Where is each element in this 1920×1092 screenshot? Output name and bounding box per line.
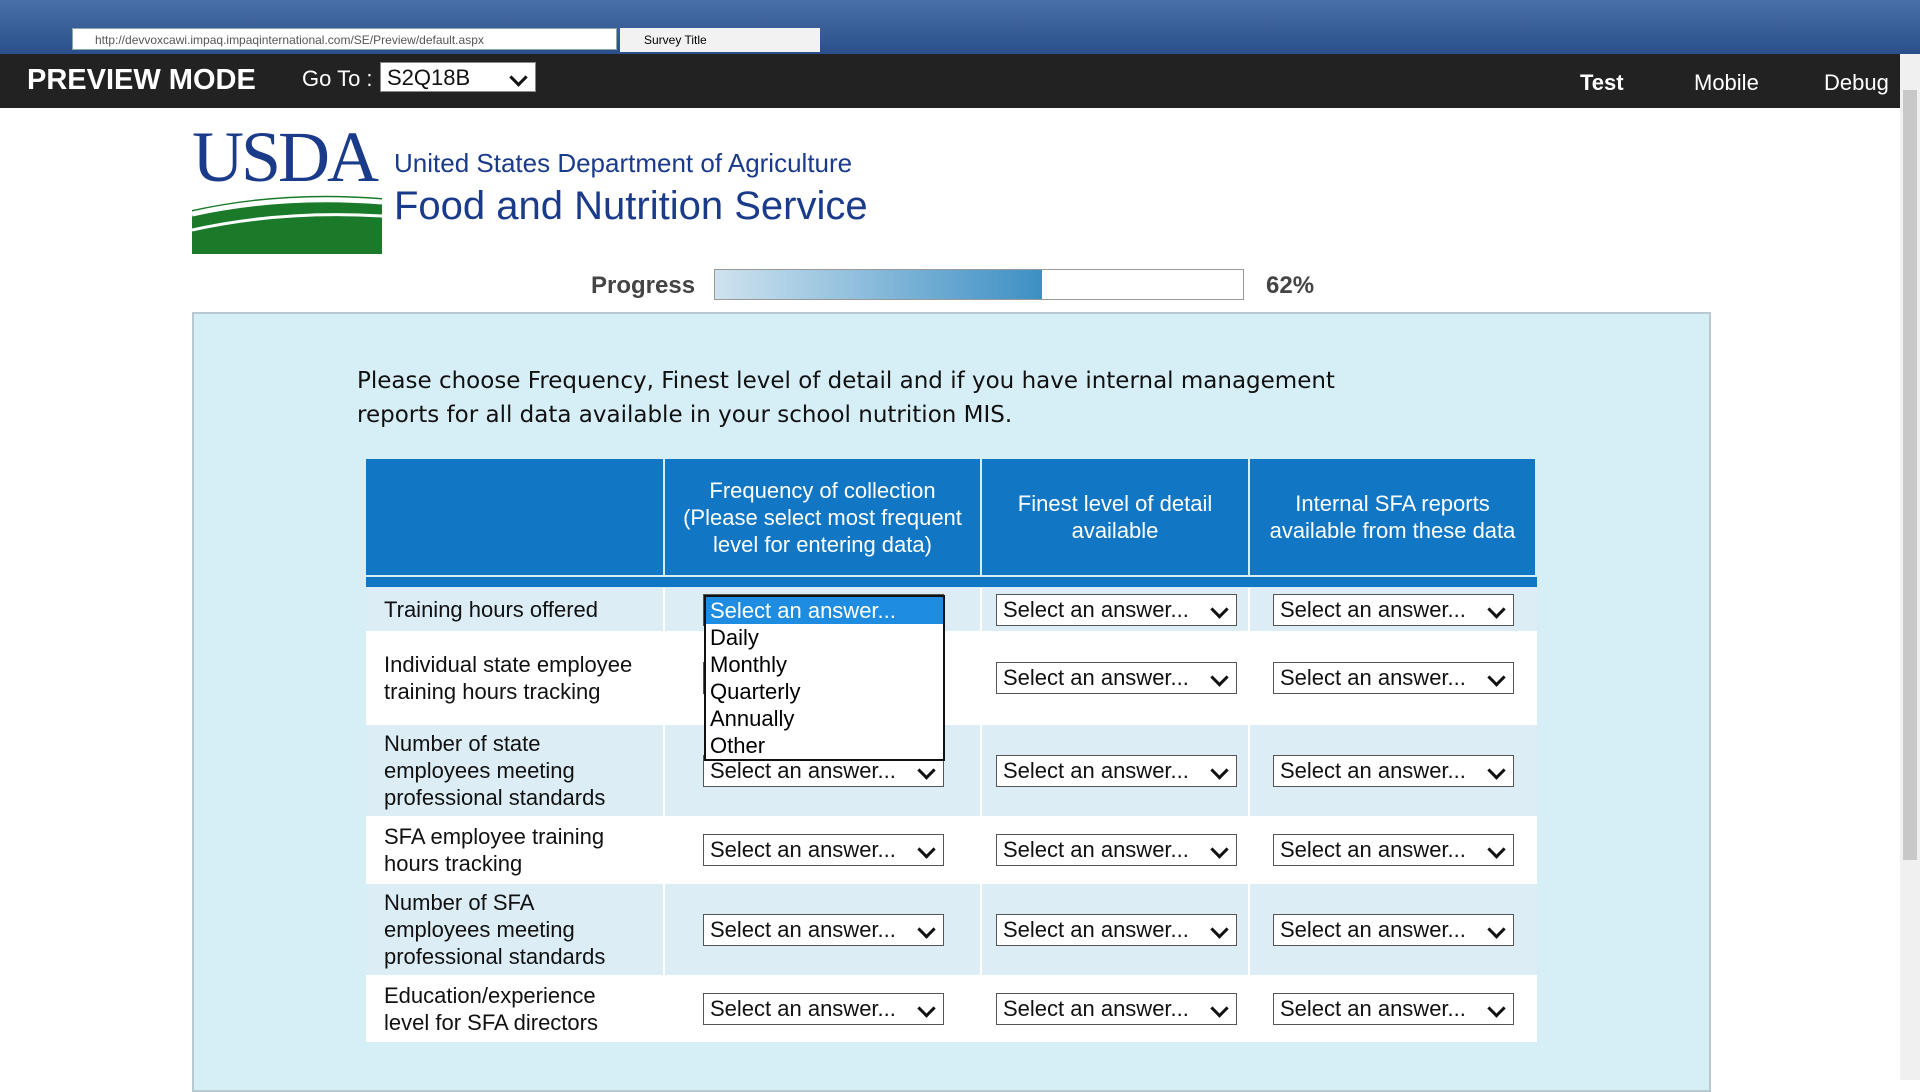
dropdown-option[interactable]: Daily	[710, 625, 759, 650]
address-bar[interactable]: http://devvoxcawi.impaq.impaqinternation…	[72, 28, 617, 50]
cell-divider	[980, 631, 982, 725]
cell-divider	[663, 816, 665, 884]
row-label: Individual state employee training hours…	[384, 652, 633, 704]
answer-select[interactable]: Select an answer...	[996, 662, 1237, 694]
progress-label: Progress	[591, 272, 696, 299]
column-header: Frequency of collection (Please select m…	[665, 459, 980, 575]
answer-select[interactable]: Select an answer...	[996, 754, 1237, 787]
logo-text: USDA	[192, 117, 379, 197]
cell-divider	[1248, 588, 1250, 631]
progress-value: 62%	[1266, 272, 1315, 299]
cell-divider	[663, 975, 665, 1042]
cell-divider	[1248, 816, 1250, 884]
dropdown-option[interactable]: Quarterly	[710, 679, 801, 704]
column-header: Finest level of detail available	[982, 459, 1248, 575]
progress-fill	[715, 270, 1043, 299]
answer-select[interactable]: Select an answer...	[703, 913, 944, 946]
dropdown-option[interactable]: Select an answer...	[706, 597, 943, 624]
dropdown-option[interactable]: Other	[710, 733, 766, 758]
answer-select[interactable]: Select an answer...	[996, 992, 1237, 1025]
scroll-thumb[interactable]	[1903, 90, 1917, 860]
goto-select[interactable]: S2Q18B	[380, 62, 536, 92]
cell-divider	[663, 631, 665, 725]
cell-divider	[663, 884, 665, 975]
debug-button[interactable]: Debug	[1824, 70, 1889, 95]
cell-divider	[1248, 725, 1250, 816]
answer-select[interactable]: Select an answer...	[1273, 913, 1514, 946]
answer-select[interactable]: Select an answer...	[1273, 834, 1514, 866]
row-label: Training hours offered	[384, 597, 599, 622]
row-label: Education/experience level for SFA direc…	[384, 982, 598, 1035]
answer-select[interactable]: Select an answer...	[996, 593, 1237, 626]
header-cell	[366, 459, 663, 575]
cell-divider	[1248, 631, 1250, 725]
answer-select[interactable]: Select an answer...	[703, 834, 944, 866]
header-band	[366, 577, 1537, 587]
browser-tab[interactable]: Survey Title	[620, 28, 820, 52]
test-button[interactable]: Test	[1580, 70, 1624, 95]
goto-label: Go To :	[302, 66, 373, 91]
agency-line2: Food and Nutrition Service	[394, 184, 868, 228]
mode-label: PREVIEW MODE	[27, 64, 256, 96]
answer-select[interactable]: Select an answer...	[1273, 662, 1514, 694]
toolbar	[0, 54, 1900, 108]
answer-select[interactable]: Select an answer...	[996, 913, 1237, 946]
cell-divider	[663, 725, 665, 816]
dropdown-option[interactable]: Annually	[710, 706, 795, 731]
answer-select[interactable]: Select an answer...	[1273, 593, 1514, 626]
answer-select[interactable]: Select an answer...	[996, 834, 1237, 866]
cell-divider	[980, 975, 982, 1042]
dropdown-list[interactable]: Select an answer... Daily Monthly Quarterly…	[704, 595, 945, 761]
row-label: Number of SFA employees meeting professi…	[384, 890, 606, 969]
dropdown-option[interactable]: Monthly	[710, 652, 788, 677]
answer-select[interactable]: Select an answer...	[703, 992, 944, 1025]
agency-line1: United States Department of Agriculture	[394, 148, 853, 178]
progress-track	[714, 269, 1244, 300]
cell-divider	[663, 588, 665, 631]
cell-divider	[980, 884, 982, 975]
logo-graphic	[192, 195, 382, 254]
answer-select[interactable]: Select an answer...	[1273, 992, 1514, 1025]
cell-divider	[980, 816, 982, 884]
cell-divider	[980, 588, 982, 631]
mobile-button[interactable]: Mobile	[1694, 70, 1759, 95]
cell-divider	[1248, 884, 1250, 975]
answer-select[interactable]: Select an answer...	[1273, 754, 1514, 787]
cell-divider	[980, 725, 982, 816]
cell-divider	[1248, 975, 1250, 1042]
row-label: SFA employee training hours tracking	[384, 824, 605, 876]
row-label: Number of state employees meeting profes…	[384, 731, 606, 810]
question-text: Please choose Frequency, Finest level of…	[357, 368, 1335, 428]
column-header: Internal SFA reports available from thes…	[1250, 459, 1535, 575]
